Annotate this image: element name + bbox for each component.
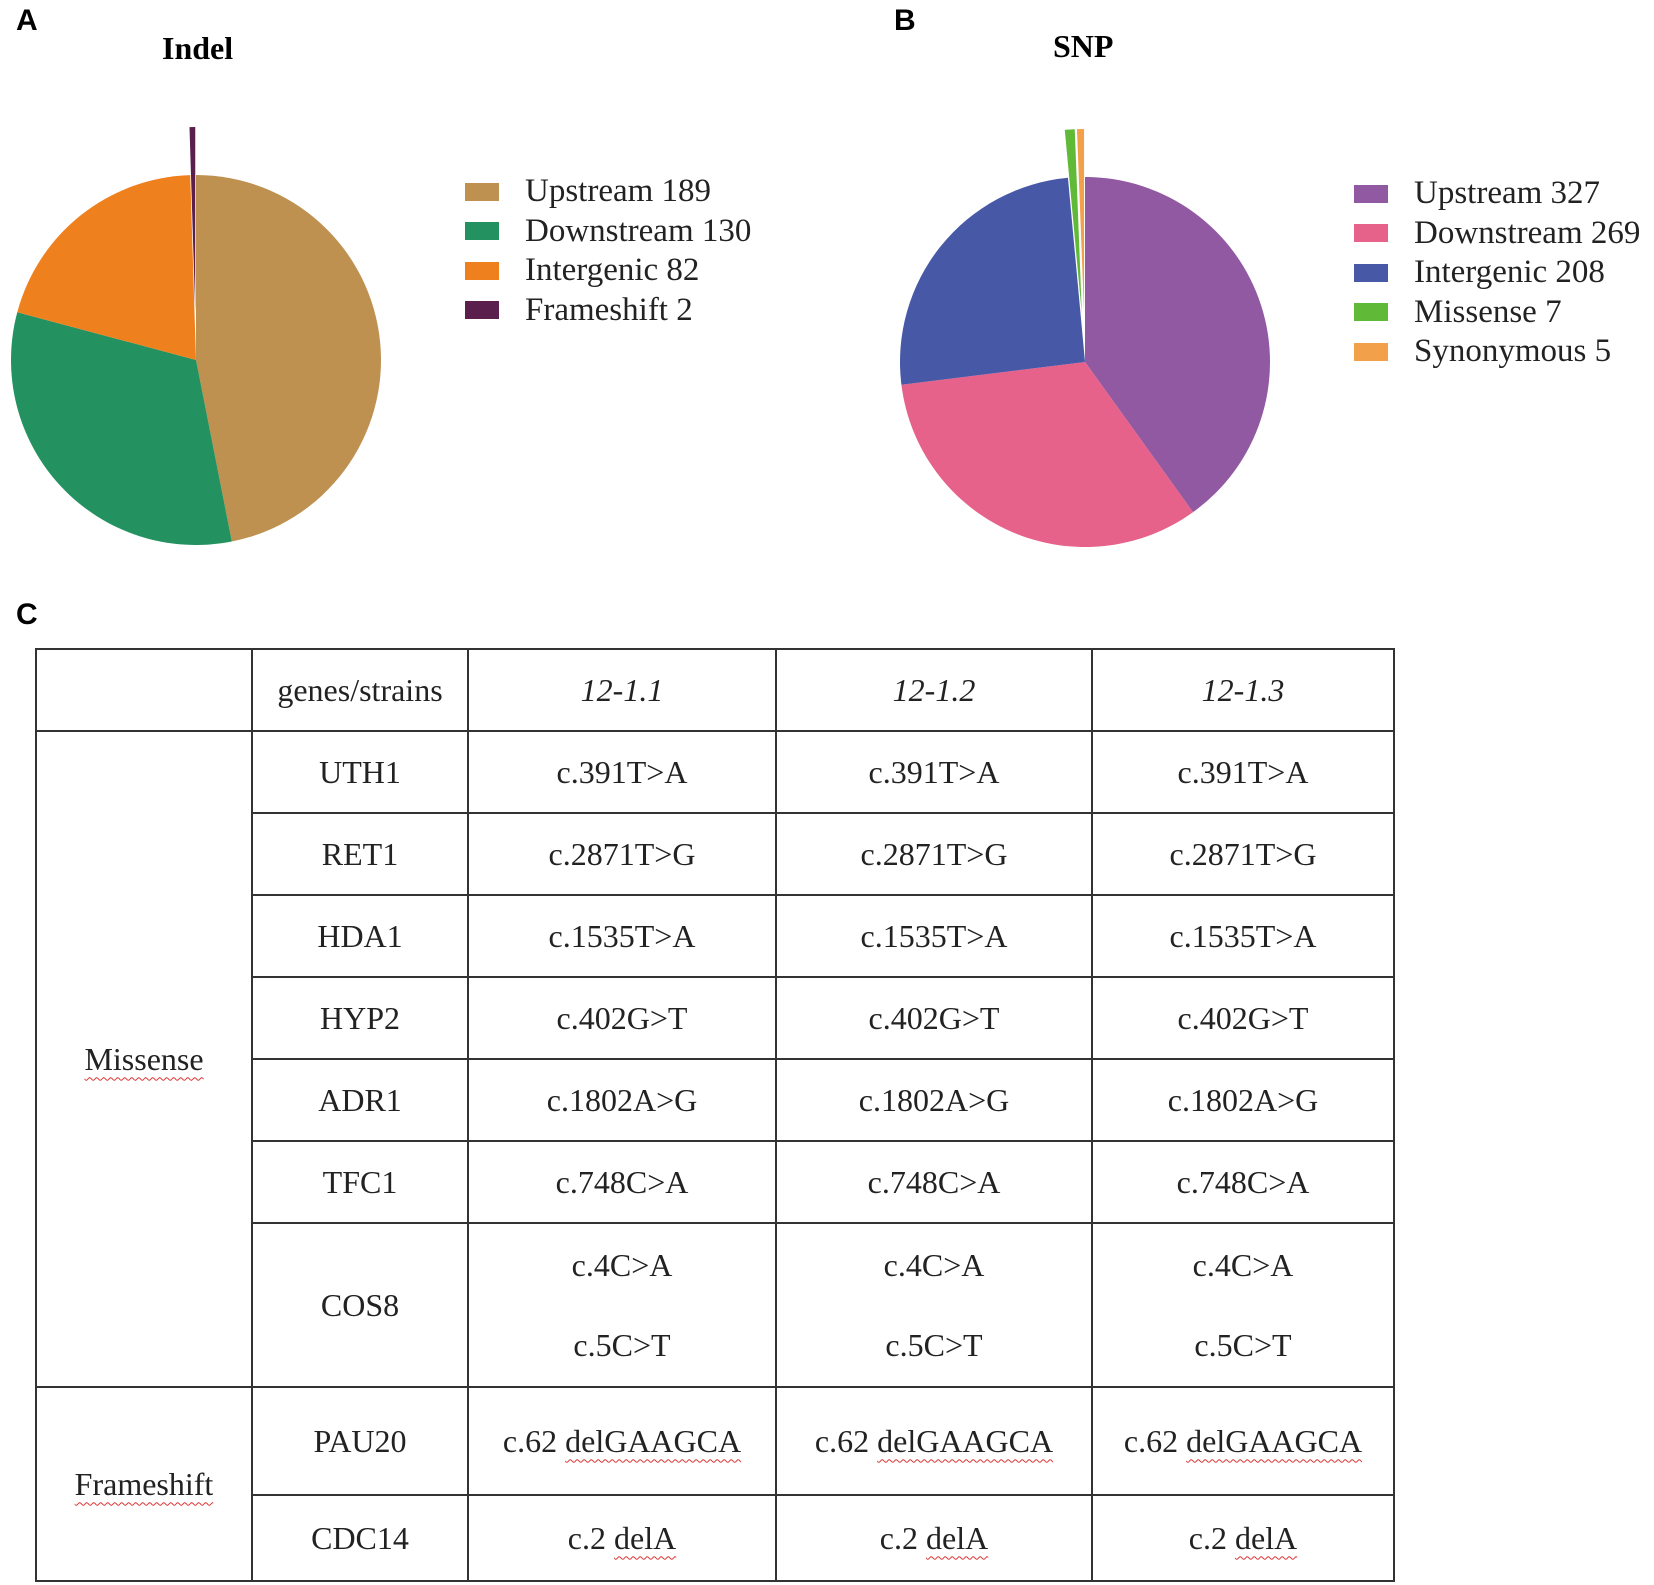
indel-legend-swatch [465, 301, 499, 320]
table-row: HYP2 c.402G>T c.402G>T c.402G>T [36, 976, 1395, 1060]
indel-legend-label: Frameshift 2 [525, 291, 693, 328]
table-header-cell [35, 648, 253, 732]
gene-cell: PAU20 [251, 1386, 469, 1496]
mutation-cell: c.2 delA [775, 1494, 1093, 1582]
table-row: RET1 c.2871T>G c.2871T>G c.2871T>G [36, 812, 1395, 896]
mutation-cell: c.1535T>A [467, 894, 777, 978]
indel-legend-item-downstream: Downstream 130 [465, 212, 751, 252]
table-header-cell: 12-1.3 [1091, 648, 1395, 732]
indel-legend-item-frameshift: Frameshift 2 [465, 291, 751, 331]
snp-legend-label: Missense 7 [1414, 293, 1562, 330]
gene-cell: COS8 [251, 1222, 469, 1388]
indel-slice-frameshift [189, 127, 196, 313]
mutation-cell: c.2871T>G [1091, 812, 1395, 896]
indel-slice-intergenic [17, 175, 196, 360]
table-header-cell: 12-1.1 [467, 648, 777, 732]
snp-slice-missense [1064, 129, 1082, 315]
snp-legend-item-intergenic: Intergenic 208 [1354, 253, 1640, 293]
mutation-cell: c.1802A>G [775, 1058, 1093, 1142]
gene-cell: UTH1 [251, 730, 469, 814]
indel-pie-chart [10, 127, 382, 545]
mutation-cell: c.62 delGAAGCA [467, 1386, 777, 1496]
mutation-cell: c.391T>A [775, 730, 1093, 814]
snp-legend-label: Upstream 327 [1414, 175, 1601, 212]
snp-legend-label: Synonymous 5 [1414, 333, 1612, 370]
panel-label-a: A [16, 4, 38, 37]
table-row: TFC1 c.748C>A c.748C>A c.748C>A [36, 1140, 1395, 1224]
snp-chart-title: SNP [1053, 28, 1114, 64]
indel-legend-label: Downstream 130 [525, 212, 752, 249]
mutation-cell: c.748C>A [775, 1140, 1093, 1224]
mutation-cell: c.4C>A c.5C>T [467, 1222, 777, 1388]
mutation-cell: c.4C>A c.5C>T [1091, 1222, 1395, 1388]
gene-cell: TFC1 [251, 1140, 469, 1224]
mutation-cell: c.402G>T [1091, 976, 1395, 1060]
mutation-cell: c.402G>T [775, 976, 1093, 1060]
snp-legend-label: Intergenic 208 [1414, 254, 1605, 291]
table-row: Missense UTH1 c.391T>A c.391T>A c.391T>A [35, 730, 1395, 1388]
indel-legend-swatch [465, 182, 499, 201]
snp-legend-swatch [1354, 224, 1388, 243]
mutation-cell: c.62 delGAAGCA [1091, 1386, 1395, 1496]
category-cell-frameshift: Frameshift [35, 1386, 253, 1582]
indel-legend-label: Intergenic 82 [525, 252, 700, 289]
indel-slice-upstream [196, 175, 382, 542]
snp-legend-swatch [1354, 184, 1388, 203]
mutation-cell: c.62 delGAAGCA [775, 1386, 1093, 1496]
indel-chart-title: Indel [162, 30, 234, 66]
mutation-cell: c.2 delA [467, 1494, 777, 1582]
snp-legend-item-synonymous: Synonymous 5 [1354, 332, 1640, 372]
gene-cell: HYP2 [251, 976, 469, 1060]
snp-legend-swatch [1354, 263, 1388, 282]
snp-pie-chart [900, 129, 1270, 547]
table-row: ADR1 c.1802A>G c.1802A>G c.1802A>G [36, 1058, 1395, 1142]
gene-cell: HDA1 [251, 894, 469, 978]
snp-legend-item-downstream: Downstream 269 [1354, 214, 1640, 254]
category-cell-missense: Missense [35, 730, 253, 1388]
indel-legend-swatch [465, 222, 499, 241]
mutation-cell: c.748C>A [467, 1140, 777, 1224]
mutation-cell: c.1802A>G [1091, 1058, 1395, 1142]
mutation-table: genes/strains 12-1.1 12-1.2 12-1.3 Missense U… [35, 648, 1395, 1582]
mutation-cell: c.1535T>A [775, 894, 1093, 978]
table-row: COS8 c.4C>A c.5C>T c.4C>A c.5C>T c.4C>A c.5C>T [36, 1222, 1395, 1388]
snp-legend-item-missense: Missense 7 [1354, 293, 1640, 333]
mutation-cell: c.748C>A [1091, 1140, 1395, 1224]
gene-cell: ADR1 [251, 1058, 469, 1142]
mutation-cell: c.402G>T [467, 976, 777, 1060]
snp-slice-downstream [901, 362, 1194, 547]
snp-slice-upstream [1085, 177, 1270, 513]
snp-slice-intergenic [900, 177, 1085, 385]
mutation-cell: c.391T>A [1091, 730, 1395, 814]
table-header-cell: 12-1.2 [775, 648, 1093, 732]
table-header-row: genes/strains 12-1.1 12-1.2 12-1.3 [35, 648, 1395, 732]
mutation-cell: c.4C>A c.5C>T [775, 1222, 1093, 1388]
table-row: HDA1 c.1535T>A c.1535T>A c.1535T>A [36, 894, 1395, 978]
table-row: CDC14 c.2 delA c.2 delA c.2 delA [36, 1494, 1395, 1582]
panel-label-c: C [16, 598, 38, 631]
indel-legend-label: Upstream 189 [525, 173, 712, 210]
indel-legend-item-intergenic: Intergenic 82 [465, 251, 751, 291]
gene-cell: CDC14 [251, 1494, 469, 1582]
mutation-cell: c.391T>A [467, 730, 777, 814]
snp-legend: Upstream 327 Downstream 269 Intergenic 208… [1354, 174, 1640, 372]
table-row: Frameshift PAU20 c.62 delGAAGCA c.62 delGAA… [35, 1386, 1395, 1582]
gene-cell: RET1 [251, 812, 469, 896]
mutation-cell: c.1535T>A [1091, 894, 1395, 978]
snp-legend-swatch [1354, 303, 1388, 322]
indel-slice-downstream [10, 312, 232, 545]
table-header-cell: genes/strains [251, 648, 469, 732]
mutation-cell: c.2871T>G [775, 812, 1093, 896]
indel-legend-item-upstream: Upstream 189 [465, 172, 751, 212]
mutation-cell: c.1802A>G [467, 1058, 777, 1142]
panel-label-b: B [894, 4, 916, 37]
indel-legend: Upstream 189 Downstream 130 Intergenic 82 F… [465, 172, 751, 330]
snp-legend-item-upstream: Upstream 327 [1354, 174, 1640, 214]
indel-legend-swatch [465, 261, 499, 280]
mutation-cell: c.2871T>G [467, 812, 777, 896]
snp-legend-swatch [1354, 342, 1388, 361]
snp-legend-label: Downstream 269 [1414, 214, 1641, 251]
snp-slice-synonymous [1076, 129, 1085, 315]
mutation-cell: c.2 delA [1091, 1494, 1395, 1582]
